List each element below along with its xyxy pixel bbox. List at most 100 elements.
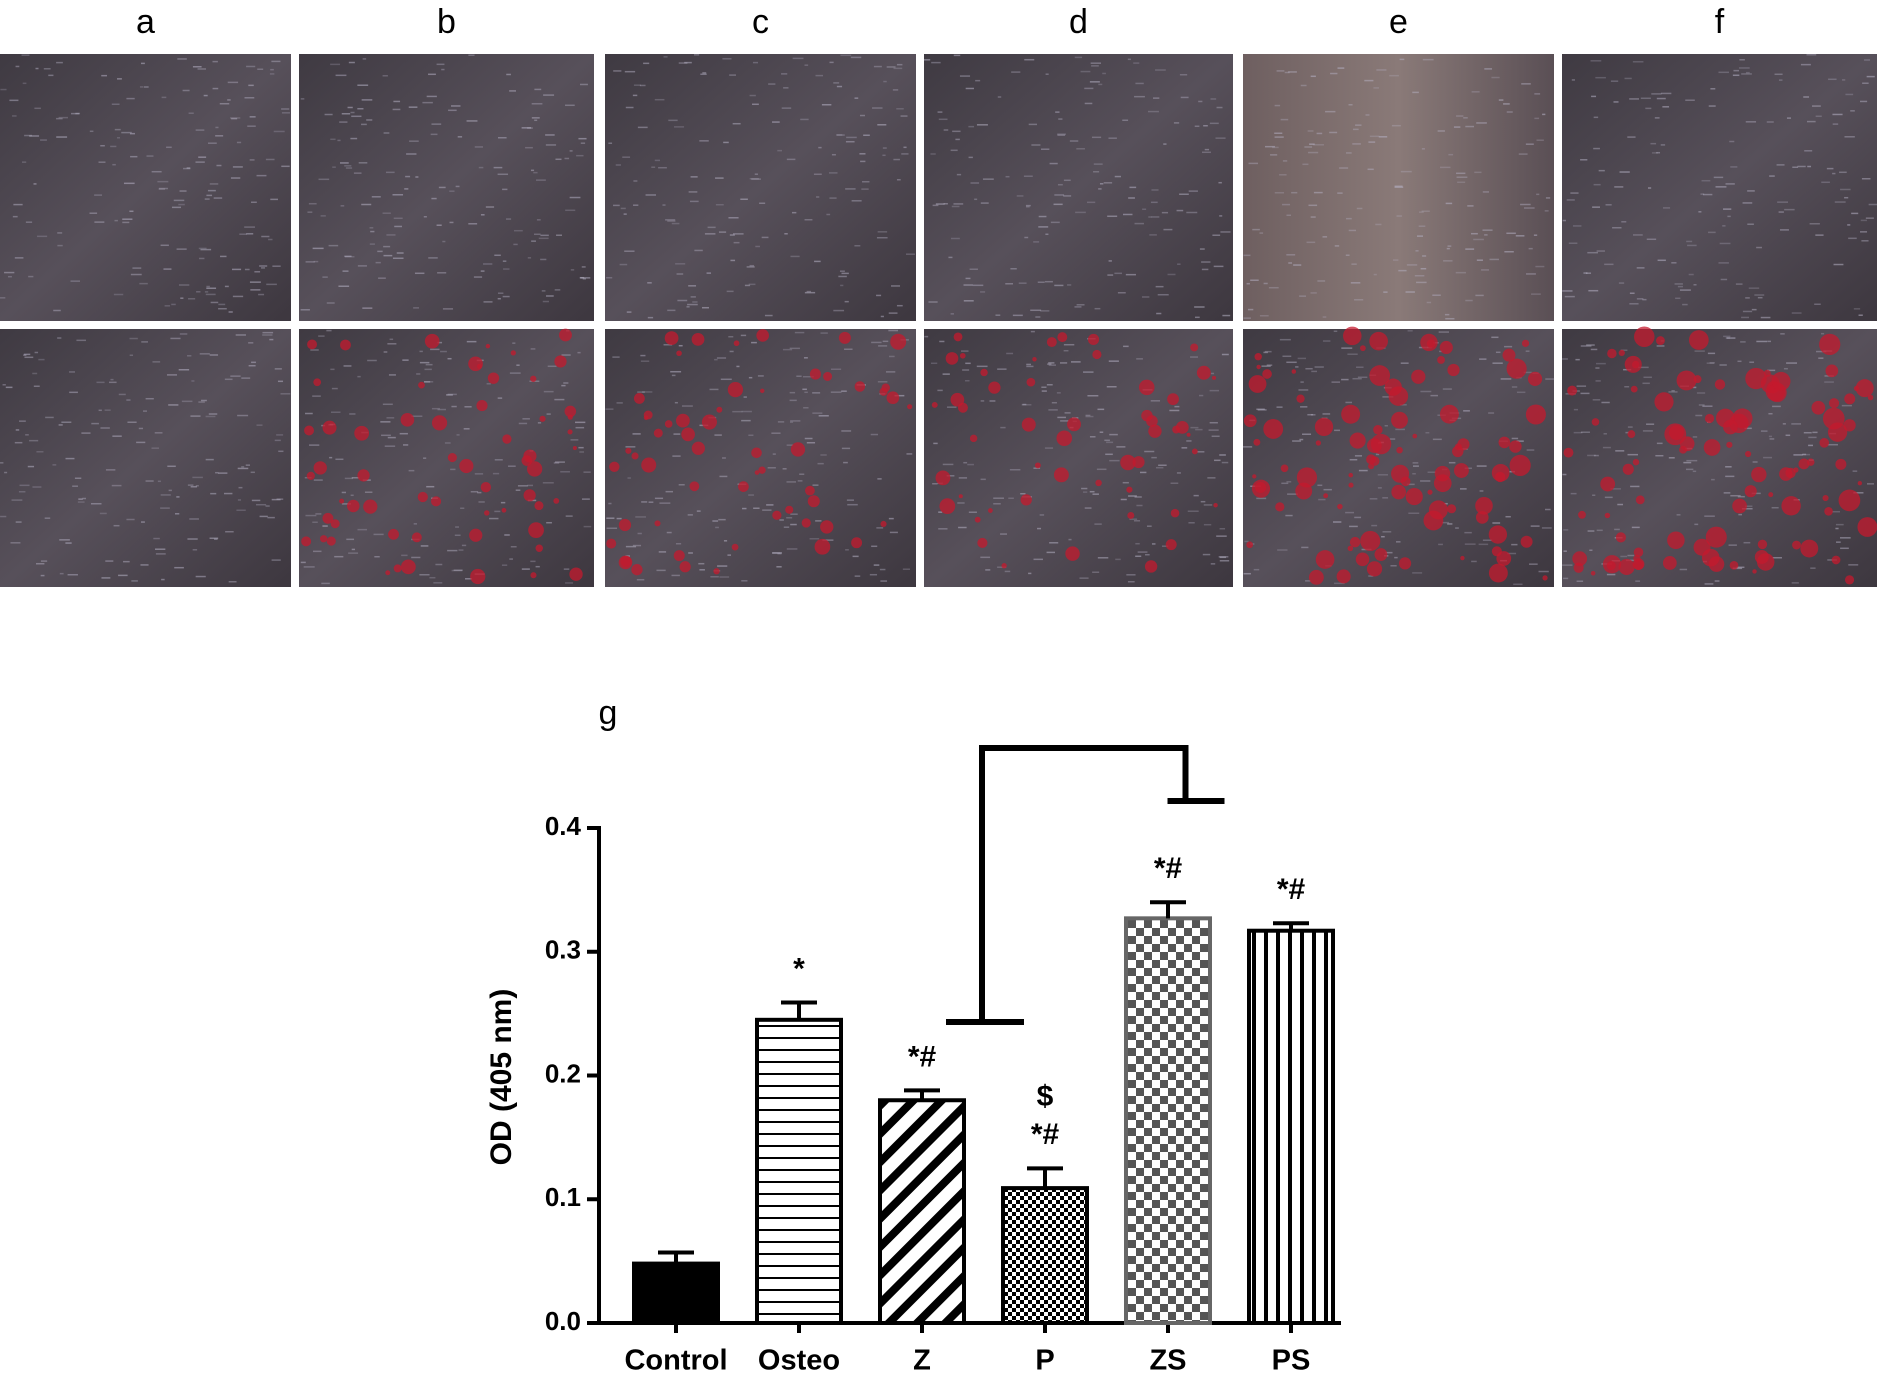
- cell: [1806, 120, 1816, 123]
- cell: [764, 314, 773, 317]
- cell: [1833, 263, 1844, 266]
- mineral-nodule: [1667, 531, 1685, 550]
- cell: [278, 450, 284, 453]
- cell: [383, 351, 388, 353]
- cell: [748, 494, 754, 496]
- cell: [1079, 577, 1089, 579]
- cell: [1400, 170, 1412, 173]
- cell: [1632, 61, 1644, 63]
- cell: [1406, 264, 1418, 266]
- cell: [1063, 349, 1069, 352]
- cell: [271, 498, 281, 501]
- cell: [1057, 133, 1066, 135]
- cell: [1357, 376, 1368, 379]
- cell: [930, 362, 938, 365]
- cell: [1531, 293, 1541, 295]
- cell: [345, 167, 353, 169]
- cell: [236, 141, 242, 144]
- cell: [556, 234, 563, 236]
- cell: [1334, 582, 1345, 585]
- cell: [1203, 124, 1208, 127]
- cell: [112, 163, 116, 166]
- cell: [1037, 281, 1045, 283]
- mineral-nodule: [1714, 379, 1726, 390]
- mineral-nodule: [1627, 430, 1636, 439]
- cell: [1091, 136, 1102, 139]
- panel-label: b: [437, 3, 456, 41]
- cell: [730, 259, 736, 262]
- cell: [1686, 468, 1694, 471]
- cell: [1133, 62, 1140, 64]
- cell: [812, 392, 821, 394]
- cell: [1696, 392, 1706, 394]
- cell: [521, 568, 530, 570]
- cell: [1209, 122, 1219, 125]
- cell: [502, 295, 510, 298]
- cell: [570, 269, 575, 271]
- cell: [1465, 299, 1473, 302]
- cell: [230, 375, 241, 377]
- cell: [1601, 401, 1610, 404]
- cell: [1535, 265, 1545, 268]
- cell: [741, 419, 751, 422]
- mineral-nodule: [1844, 575, 1855, 585]
- cell: [781, 73, 788, 75]
- mineral-nodule: [1020, 494, 1032, 506]
- cell: [570, 439, 579, 441]
- cell: [1341, 378, 1349, 381]
- panel-label: g: [599, 694, 618, 732]
- cell: [143, 410, 148, 412]
- cell: [1041, 390, 1047, 392]
- mineral-nodule: [431, 415, 448, 431]
- cell: [435, 563, 443, 566]
- cell: [348, 552, 359, 554]
- cell: [1506, 232, 1516, 235]
- cell: [883, 80, 887, 83]
- cell: [112, 435, 122, 437]
- cell: [877, 381, 888, 383]
- cell: [777, 421, 785, 423]
- cell: [1256, 497, 1267, 500]
- cell: [1090, 62, 1102, 64]
- cell: [425, 363, 433, 366]
- cell: [300, 309, 310, 311]
- cell: [206, 287, 217, 290]
- cell: [522, 418, 530, 420]
- cell: [1293, 264, 1302, 266]
- cell: [1347, 353, 1358, 355]
- cell: [893, 67, 903, 70]
- cell: [1055, 111, 1060, 113]
- cell: [608, 142, 613, 144]
- cell: [546, 521, 552, 524]
- cell: [1281, 482, 1289, 485]
- mineral-nodule: [988, 508, 993, 513]
- cell: [537, 422, 542, 424]
- cell: [754, 173, 758, 175]
- mineral-nodule: [691, 332, 705, 346]
- mineral-nodule: [1807, 458, 1815, 466]
- cell: [122, 221, 130, 224]
- cell: [1099, 183, 1104, 185]
- cell: [1686, 240, 1693, 243]
- cell: [1116, 446, 1126, 448]
- cell: [141, 521, 145, 523]
- mineral-nodule: [1521, 339, 1530, 347]
- x-tick-label: Osteo: [758, 1345, 840, 1377]
- cell: [1802, 453, 1811, 456]
- cell: [1317, 484, 1323, 487]
- cell: [958, 477, 968, 479]
- x-tick-label: PS: [1272, 1345, 1311, 1377]
- cell: [719, 475, 728, 478]
- cell: [1465, 248, 1475, 250]
- cell: [690, 296, 696, 298]
- cell: [728, 335, 734, 338]
- mineral-nodule: [977, 537, 988, 549]
- cell: [861, 188, 869, 190]
- cell: [1314, 366, 1324, 368]
- cell: [658, 551, 667, 553]
- cell: [1657, 259, 1666, 262]
- cell: [1760, 430, 1768, 432]
- cell: [1000, 426, 1006, 429]
- cell: [654, 159, 661, 162]
- cell: [280, 393, 291, 395]
